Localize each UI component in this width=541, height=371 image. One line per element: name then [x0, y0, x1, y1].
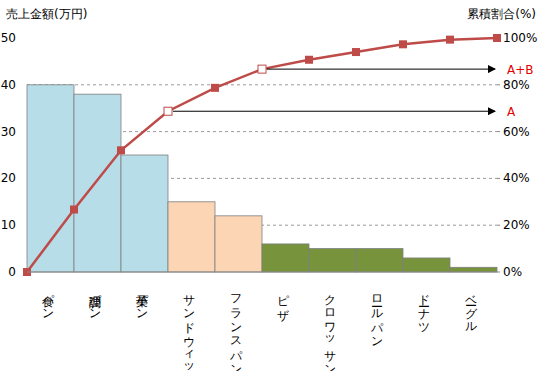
x-tick-label: 菓子パン [135, 286, 149, 318]
x-tick-label: サンドウィッチ [182, 286, 196, 371]
y2-tick [497, 178, 500, 179]
bar [215, 216, 262, 272]
y2-tick-label: 40% [503, 171, 530, 185]
y2-tick-label: 20% [503, 218, 530, 232]
bar [74, 94, 121, 272]
line-marker [305, 56, 313, 64]
line-marker [164, 107, 172, 115]
y2-tick-label: 60% [503, 125, 530, 139]
bar [27, 85, 74, 272]
line-marker [446, 36, 454, 44]
y-tick-label: 50 [1, 31, 16, 45]
line-marker [70, 206, 78, 214]
y2-tick-label: 80% [503, 78, 530, 92]
x-tick-label: 食パン [41, 286, 55, 318]
plot-area [23, 34, 501, 276]
line-marker [117, 146, 125, 154]
y2-tick-label: 0% [503, 265, 522, 279]
line-origin-segment [27, 210, 74, 272]
annotation-arrow [267, 69, 495, 70]
y-tick-label: 20 [1, 171, 16, 185]
bar [168, 202, 215, 272]
y2-tick [497, 272, 500, 273]
y2-tick-label: 100% [503, 31, 537, 45]
bar [121, 155, 168, 272]
y-tick-label: 0 [8, 265, 16, 279]
x-tick-label: ドーナツ [417, 286, 431, 333]
x-tick-label: 調理パン [88, 286, 102, 318]
y2-tick [497, 225, 500, 226]
bar [450, 267, 497, 272]
bar [403, 258, 450, 272]
cumulative-line [74, 38, 497, 210]
x-tick-label: ロールパン [370, 286, 384, 346]
y-tick-label: 40 [1, 78, 16, 92]
x-tick-label: ベーグル [464, 286, 478, 331]
x-tick-label: フランスパン [229, 286, 243, 371]
y2-tick [497, 131, 500, 132]
y2-tick [497, 84, 500, 85]
x-tick-label: ピザ [276, 286, 290, 322]
annotation-label: A [507, 105, 516, 119]
annotation-label: A+B [507, 63, 534, 77]
line-marker [493, 34, 501, 42]
line-marker [258, 65, 266, 73]
x-tick-label: クロワッサン [323, 286, 337, 371]
y-axis-title: 売上金額(万円) [6, 7, 87, 21]
bar [309, 249, 356, 272]
grid-line [27, 84, 497, 85]
annotation-arrow [173, 111, 495, 112]
y-tick-label: 30 [1, 125, 16, 139]
y-tick-label: 10 [1, 218, 16, 232]
line-marker [352, 48, 360, 56]
bar [356, 249, 403, 272]
chart: 0 10 20 30 40 50 0% 20% 40% 60% 80% 100% 売上金額(万円) 累積割… [0, 0, 541, 371]
y2-axis-title: 累積割合(%) [467, 7, 536, 21]
line-marker [211, 84, 219, 92]
bar [262, 244, 309, 272]
x-axis-line [27, 272, 497, 273]
line-marker [399, 40, 407, 48]
